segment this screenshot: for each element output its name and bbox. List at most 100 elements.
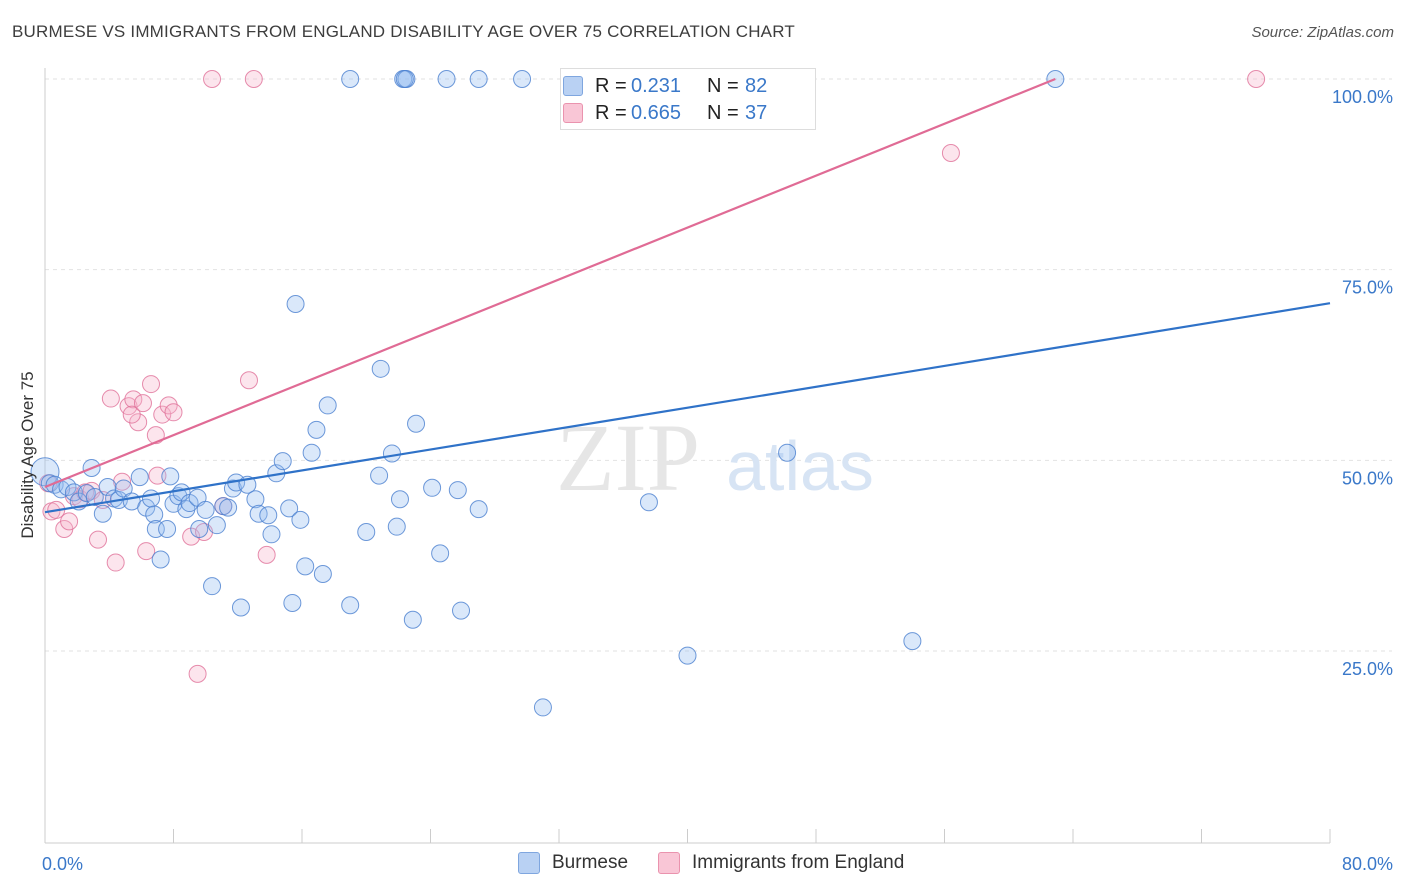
legend-row-burmese: R = 0.231 N = 82 [563, 73, 768, 99]
burmese-point [196, 500, 215, 519]
burmese-trend-line [44, 302, 1331, 514]
series-legend: Burmese Immigrants from England [518, 852, 934, 874]
england-point [148, 466, 167, 485]
burmese-point [357, 523, 376, 542]
burmese-point [448, 481, 467, 500]
england-point [133, 394, 152, 413]
england-point [129, 413, 148, 432]
burmese-point [318, 396, 337, 415]
tick-labels: 25.0% 50.0% 75.0% 100.0% 0.0% 80.0% [42, 87, 1393, 874]
burmese-point [246, 490, 265, 509]
burmese-point [30, 457, 60, 487]
england-point [124, 390, 143, 409]
england-point [106, 553, 125, 572]
england-point [257, 545, 276, 564]
y-axis-label: Disability Age Over 75 [18, 371, 37, 539]
burmese-point [142, 489, 161, 508]
burmese-point [207, 516, 226, 535]
n-label: N = [707, 101, 739, 124]
burmese-point [382, 444, 401, 463]
burmese-point [778, 443, 797, 462]
burmese-point [387, 517, 406, 536]
england-point [164, 403, 183, 422]
grid [45, 78, 1392, 652]
watermark-atlas: atlas [726, 427, 874, 505]
legend-swatch-england [658, 852, 681, 874]
burmese-point [219, 498, 238, 517]
y-tick-label: 25.0% [1342, 659, 1393, 679]
axes [44, 68, 1331, 844]
burmese-point [249, 504, 268, 523]
legend-item-burmese[interactable]: Burmese [518, 852, 628, 874]
burmese-point [93, 504, 112, 523]
england-point [89, 530, 108, 549]
stats-legend: R = 0.231 N = 82 R = 0.665 N = 37 [560, 68, 816, 130]
england-point [60, 512, 79, 531]
burmese-point [302, 443, 321, 462]
burmese-point [370, 466, 389, 485]
n-value: 37 [745, 101, 768, 124]
burmese-point [469, 70, 488, 88]
legend-item-england[interactable]: Immigrants from England [658, 852, 904, 874]
burmese-point [678, 646, 697, 665]
england-point [142, 375, 161, 394]
burmese-point [280, 499, 299, 518]
england-point [1247, 70, 1266, 88]
series-immigrants-from-england [39, 70, 1266, 683]
burmese-point [452, 601, 471, 620]
burmese-point [145, 505, 164, 524]
legend-swatch-england [563, 103, 583, 123]
burmese-point [469, 500, 488, 519]
legend-label-burmese: Burmese [552, 852, 629, 873]
r-label: R = [595, 74, 627, 97]
legend-label-england: Immigrants from England [692, 852, 905, 873]
n-label: N = [707, 74, 739, 97]
burmese-point [203, 577, 222, 596]
burmese-point [231, 598, 250, 617]
chart-title: BURMESE VS IMMIGRANTS FROM ENGLAND DISAB… [12, 22, 795, 41]
burmese-point [513, 70, 532, 88]
england-point [188, 664, 207, 683]
burmese-point [431, 544, 450, 563]
burmese-point [130, 468, 149, 487]
burmese-point [114, 479, 133, 498]
england-point [113, 472, 132, 491]
burmese-point [262, 525, 281, 544]
england-point [203, 70, 222, 88]
burmese-point [98, 478, 117, 497]
burmese-point [85, 487, 104, 506]
r-value: 0.231 [631, 74, 682, 97]
burmese-point [291, 510, 310, 529]
burmese-point [190, 519, 209, 538]
burmese-point [259, 506, 278, 525]
n-value: 82 [745, 74, 768, 97]
burmese-point [296, 557, 315, 576]
burmese-point [307, 420, 326, 439]
legend-swatch-burmese [563, 76, 583, 96]
y-tick-label: 100.0% [1332, 87, 1393, 107]
burmese-point [341, 596, 360, 615]
x-tick-label: 80.0% [1342, 854, 1393, 874]
burmese-point [283, 593, 302, 612]
source-label: Source: ZipAtlas.com [1251, 24, 1394, 41]
burmese-point [423, 478, 442, 497]
watermark-zip: ZIP [556, 404, 700, 511]
burmese-point [286, 294, 305, 313]
burmese-point [158, 519, 177, 538]
england-point [137, 542, 156, 561]
series-burmese [30, 70, 1065, 717]
y-tick-label: 50.0% [1342, 468, 1393, 488]
burmese-point [151, 550, 170, 569]
burmese-point [273, 452, 292, 471]
burmese-point [161, 467, 180, 486]
england-point [101, 389, 120, 408]
burmese-point [407, 414, 426, 433]
england-point [122, 405, 141, 424]
watermark: ZIP atlas [556, 404, 874, 511]
england-point [239, 371, 258, 390]
burmese-point [390, 490, 409, 509]
legend-swatch-burmese [518, 852, 540, 874]
burmese-point [341, 70, 360, 88]
england-point [153, 405, 172, 424]
